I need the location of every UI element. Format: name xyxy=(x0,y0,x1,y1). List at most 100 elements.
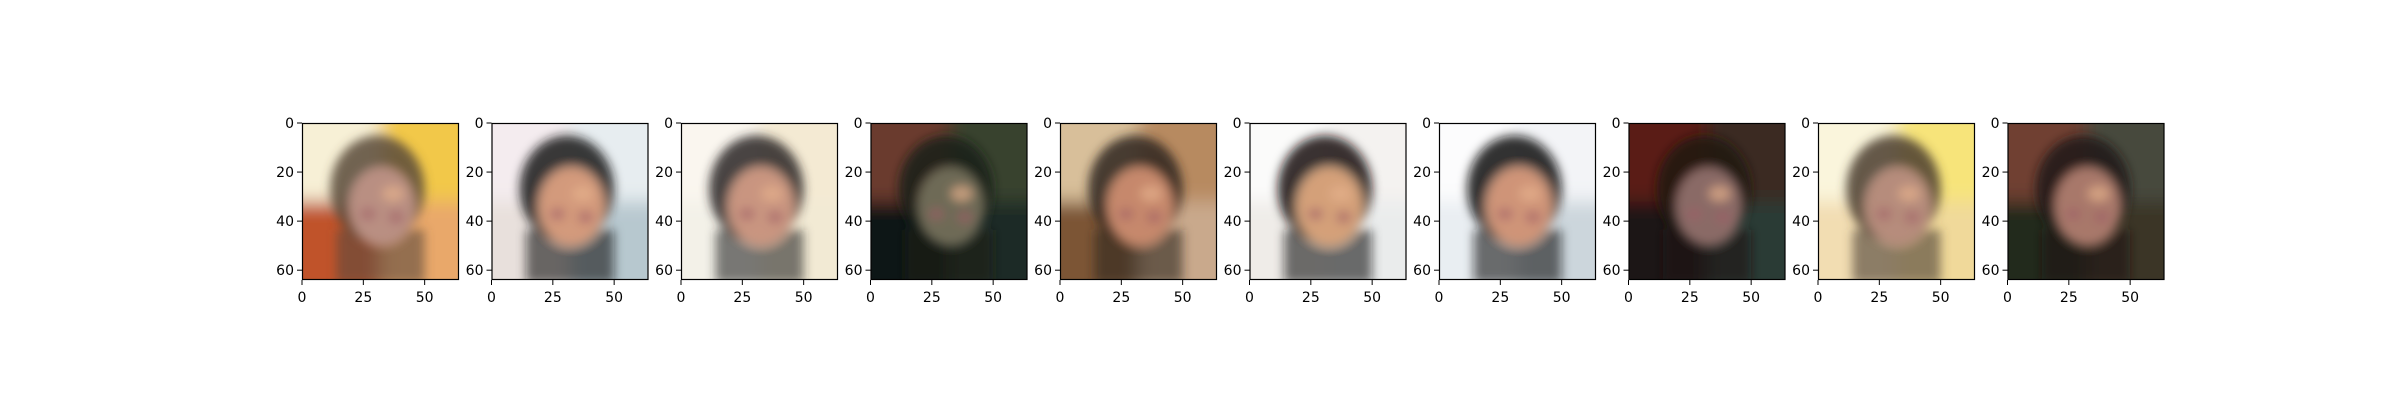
y-tick-label: 40 xyxy=(1224,214,1242,230)
y-tick-label: 40 xyxy=(1982,214,2000,230)
x-tick-label: 0 xyxy=(1435,290,1444,306)
generated-face-image xyxy=(681,123,838,280)
y-tick-label: 20 xyxy=(276,165,294,181)
y-tick-label: 20 xyxy=(1224,165,1242,181)
y-tick-label: 60 xyxy=(1792,263,1810,279)
y-tick-label: 20 xyxy=(466,165,484,181)
axes-frame xyxy=(2007,122,2165,281)
y-tick-label: 60 xyxy=(845,263,863,279)
y-tick-label: 40 xyxy=(1413,214,1431,230)
y-tick-label: 20 xyxy=(845,165,863,181)
y-tick-label: 60 xyxy=(1413,263,1431,279)
generated-face-image xyxy=(491,123,649,280)
y-tick-label: 40 xyxy=(655,214,673,230)
x-tick-label: 0 xyxy=(677,290,686,306)
y-tick-label: 20 xyxy=(1413,165,1431,181)
y-tick-label: 40 xyxy=(1603,214,1621,230)
x-tick-label: 25 xyxy=(354,290,372,306)
x-tick-label: 25 xyxy=(544,290,562,306)
generated-face-image xyxy=(1249,123,1407,280)
axes-frame xyxy=(870,122,1028,281)
y-tick-label: 60 xyxy=(466,263,484,279)
y-tick-label: 20 xyxy=(1982,165,2000,181)
axes-frame xyxy=(1438,122,1597,281)
x-tick-label: 50 xyxy=(1363,290,1381,306)
y-tick-label: 0 xyxy=(285,116,294,132)
x-tick-label: 50 xyxy=(1932,290,1950,306)
x-tick-label: 25 xyxy=(1302,290,1320,306)
generated-face-image xyxy=(1439,123,1596,280)
generated-face-image xyxy=(1818,123,1975,280)
axes-frame xyxy=(1628,122,1786,281)
x-tick-label: 50 xyxy=(1174,290,1192,306)
generated-face-image xyxy=(302,123,459,280)
axes-frame xyxy=(491,122,649,281)
x-tick-label: 25 xyxy=(2060,290,2078,306)
y-tick-label: 40 xyxy=(1034,214,1052,230)
generated-face-image xyxy=(1628,123,1786,280)
x-tick-label: 0 xyxy=(1245,290,1254,306)
x-tick-label: 50 xyxy=(416,290,434,306)
x-tick-label: 0 xyxy=(487,290,496,306)
generated-face-image xyxy=(870,123,1028,280)
axes-frame xyxy=(1059,122,1218,281)
y-tick-label: 60 xyxy=(1034,263,1052,279)
y-tick-label: 60 xyxy=(1603,263,1621,279)
x-tick-label: 50 xyxy=(2121,290,2139,306)
x-tick-label: 25 xyxy=(733,290,751,306)
x-tick-label: 0 xyxy=(1056,290,1065,306)
x-tick-label: 0 xyxy=(298,290,307,306)
y-tick-label: 0 xyxy=(1233,116,1242,132)
y-tick-label: 40 xyxy=(845,214,863,230)
x-tick-label: 25 xyxy=(1870,290,1888,306)
y-tick-label: 40 xyxy=(1792,214,1810,230)
x-tick-label: 25 xyxy=(1681,290,1699,306)
x-tick-label: 0 xyxy=(2003,290,2012,306)
axes-frame xyxy=(1249,122,1407,281)
x-tick-label: 50 xyxy=(984,290,1002,306)
y-tick-label: 20 xyxy=(1792,165,1810,181)
y-tick-label: 60 xyxy=(655,263,673,279)
y-tick-label: 0 xyxy=(1612,116,1621,132)
x-tick-label: 0 xyxy=(1624,290,1633,306)
y-tick-label: 40 xyxy=(466,214,484,230)
x-tick-label: 50 xyxy=(795,290,813,306)
y-tick-label: 60 xyxy=(1224,263,1242,279)
x-tick-label: 25 xyxy=(1112,290,1130,306)
y-tick-label: 0 xyxy=(1422,116,1431,132)
y-tick-label: 0 xyxy=(475,116,484,132)
y-tick-label: 0 xyxy=(1043,116,1052,132)
x-tick-label: 50 xyxy=(1553,290,1571,306)
axes-frame xyxy=(301,122,460,281)
y-tick-label: 0 xyxy=(664,116,673,132)
generated-face-image xyxy=(2007,123,2165,280)
y-tick-label: 60 xyxy=(1982,263,2000,279)
y-tick-label: 0 xyxy=(1801,116,1810,132)
x-tick-label: 0 xyxy=(1814,290,1823,306)
x-tick-label: 50 xyxy=(1742,290,1760,306)
y-tick-label: 20 xyxy=(1034,165,1052,181)
y-tick-label: 20 xyxy=(1603,165,1621,181)
y-tick-label: 40 xyxy=(276,214,294,230)
y-tick-label: 0 xyxy=(854,116,863,132)
y-tick-label: 0 xyxy=(1991,116,2000,132)
y-tick-label: 60 xyxy=(276,263,294,279)
generated-face-image xyxy=(1060,123,1217,280)
x-tick-label: 25 xyxy=(1491,290,1509,306)
axes-frame xyxy=(680,122,839,281)
x-tick-label: 25 xyxy=(923,290,941,306)
y-tick-label: 20 xyxy=(655,165,673,181)
x-tick-label: 50 xyxy=(605,290,623,306)
x-tick-label: 0 xyxy=(866,290,875,306)
